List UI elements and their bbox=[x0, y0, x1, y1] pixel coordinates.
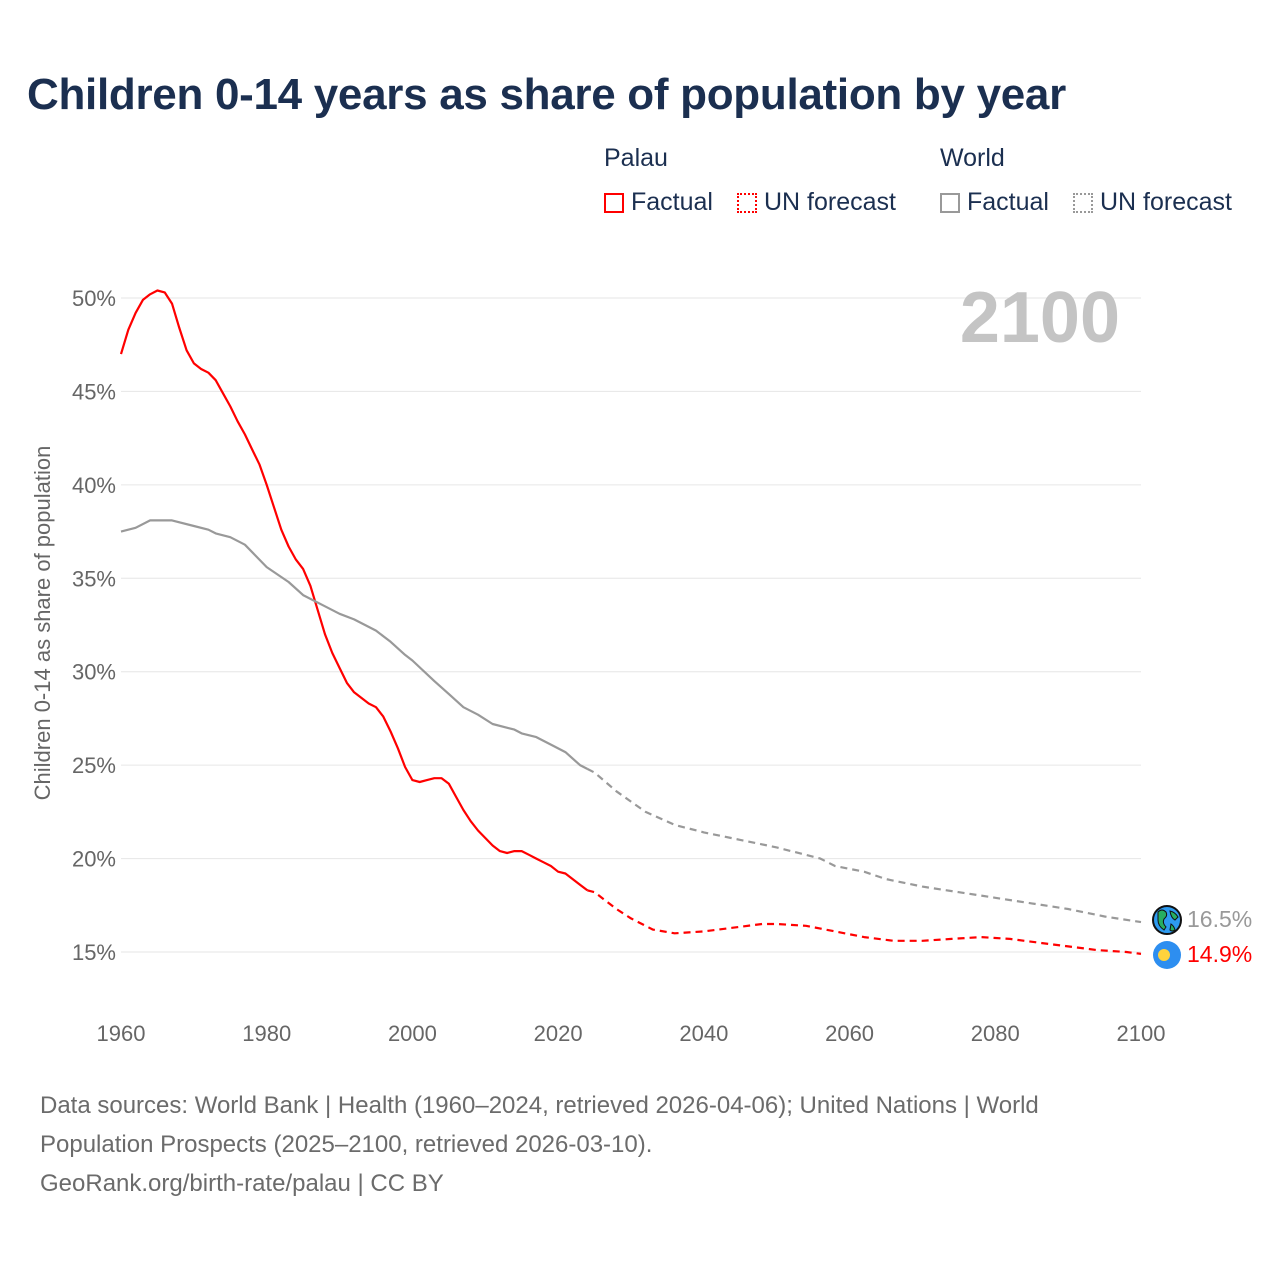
footer-source-line-2: Population Prospects (2025–2100, retriev… bbox=[40, 1131, 653, 1158]
legend-label: UN forecast bbox=[764, 188, 896, 216]
palau-un-forecast-line bbox=[587, 889, 1142, 955]
legend-swatch-dotted-red bbox=[737, 192, 757, 213]
x-tick-label: 2100 bbox=[1117, 1021, 1166, 1046]
x-tick-label: 1980 bbox=[242, 1021, 291, 1046]
world-un-forecast-line bbox=[586, 767, 1142, 924]
world-end-label: 16.5% bbox=[1187, 906, 1252, 932]
x-tick-label: 2000 bbox=[388, 1021, 437, 1046]
x-tick-label: 2060 bbox=[825, 1021, 874, 1046]
legend-swatch-solid-gray bbox=[940, 192, 960, 213]
legend-world: World Factual UN forecast bbox=[940, 144, 1232, 216]
world-end-marker bbox=[1152, 905, 1182, 935]
x-tick-label: 2020 bbox=[534, 1021, 583, 1046]
palau-factual-line bbox=[119, 289, 588, 892]
year-watermark: 2100 bbox=[960, 278, 1120, 358]
legend-world-forecast[interactable]: UN forecast bbox=[1073, 188, 1232, 217]
globe-icon bbox=[1152, 905, 1182, 935]
legend-palau-forecast[interactable]: UN forecast bbox=[737, 188, 896, 217]
x-tick-label: 2040 bbox=[679, 1021, 728, 1046]
y-axis-label: Children 0-14 as share of population bbox=[30, 446, 55, 801]
palau-flag-moon-icon bbox=[1158, 949, 1170, 961]
legend-label: Factual bbox=[967, 188, 1049, 216]
y-tick-label: 45% bbox=[72, 379, 116, 404]
palau-end-marker bbox=[1153, 941, 1181, 969]
y-tick-label: 25% bbox=[72, 753, 116, 778]
legend-palau: Palau Factual UN forecast bbox=[604, 144, 896, 216]
globe-continents-icon bbox=[1157, 909, 1179, 932]
legend-swatch-dotted-gray bbox=[1073, 192, 1093, 213]
y-tick-label: 35% bbox=[72, 566, 116, 591]
x-tick-label: 1960 bbox=[97, 1021, 146, 1046]
y-tick-label: 50% bbox=[72, 286, 116, 311]
legend-label: UN forecast bbox=[1100, 188, 1232, 216]
legend-swatch-solid-red bbox=[604, 192, 624, 213]
legend-palau-factual[interactable]: Factual bbox=[604, 188, 713, 217]
y-tick-label: 20% bbox=[72, 847, 116, 872]
footer-source-line-1: Data sources: World Bank | Health (1960–… bbox=[40, 1092, 1039, 1119]
footer-credit[interactable]: GeoRank.org/birth-rate/palau | CC BY bbox=[40, 1170, 444, 1197]
legend-world-title: World bbox=[940, 144, 1005, 172]
legend-label: Factual bbox=[631, 188, 713, 216]
palau-end-label: 14.9% bbox=[1187, 941, 1252, 967]
legend-world-factual[interactable]: Factual bbox=[940, 188, 1049, 217]
y-tick-label: 40% bbox=[72, 473, 116, 498]
footer: Data sources: World Bank | Health (1960–… bbox=[40, 1086, 1039, 1203]
legend-palau-title: Palau bbox=[604, 144, 668, 172]
world-factual-line bbox=[120, 519, 588, 770]
y-tick-label: 15% bbox=[72, 940, 116, 965]
chart-title: Children 0-14 years as share of populati… bbox=[27, 70, 1066, 119]
x-tick-label: 2080 bbox=[971, 1021, 1020, 1046]
y-tick-label: 30% bbox=[72, 660, 116, 685]
